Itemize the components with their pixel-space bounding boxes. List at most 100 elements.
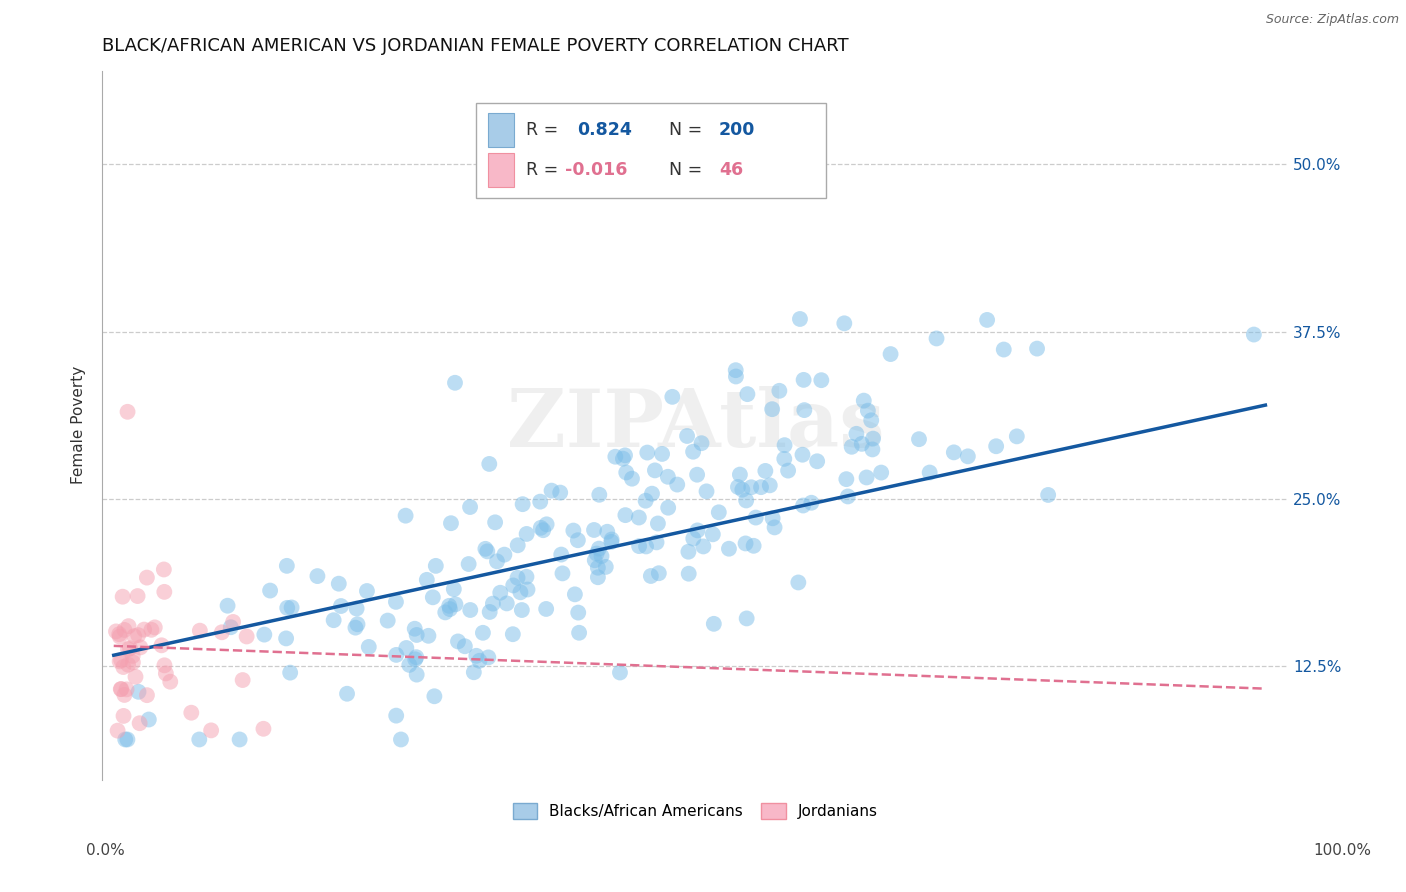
Point — [252, 722, 274, 736]
Point — [121, 648, 143, 663]
Point — [222, 615, 245, 629]
Point — [605, 450, 627, 464]
Point — [648, 566, 671, 581]
Point — [114, 732, 136, 747]
Point — [582, 523, 605, 537]
FancyBboxPatch shape — [475, 103, 825, 198]
Point — [516, 582, 538, 597]
Point — [463, 665, 485, 680]
Point — [956, 450, 979, 464]
Point — [1005, 429, 1028, 443]
Point — [614, 448, 637, 462]
Point — [763, 520, 786, 534]
Point — [440, 516, 463, 531]
Point — [793, 373, 815, 387]
Point — [628, 539, 651, 553]
Point — [636, 445, 658, 459]
Point — [377, 614, 399, 628]
Point — [540, 483, 562, 498]
Point — [153, 562, 176, 576]
Point — [773, 451, 796, 466]
Point — [564, 587, 586, 601]
Point — [211, 625, 233, 640]
Point — [385, 708, 408, 723]
Point — [322, 613, 344, 627]
Point — [422, 591, 444, 605]
Point — [682, 444, 704, 458]
Point — [124, 670, 146, 684]
Point — [336, 687, 359, 701]
Point — [735, 611, 758, 625]
Point — [108, 654, 131, 668]
Point — [984, 439, 1007, 453]
Point — [405, 667, 427, 681]
Point — [515, 570, 537, 584]
Point — [468, 654, 491, 668]
Point — [111, 590, 134, 604]
Point — [356, 584, 378, 599]
Point — [686, 524, 709, 538]
Point — [280, 600, 302, 615]
Point — [583, 553, 606, 567]
Point — [478, 457, 501, 471]
Point — [870, 466, 893, 480]
Point — [707, 505, 730, 519]
Point — [155, 666, 177, 681]
Point — [717, 541, 740, 556]
Point — [908, 432, 931, 446]
Point — [614, 508, 637, 523]
Point — [745, 510, 768, 524]
Point — [851, 437, 873, 451]
Point — [259, 583, 281, 598]
Point — [128, 716, 150, 731]
Legend: Blacks/African Americans, Jordanians: Blacks/African Americans, Jordanians — [506, 797, 884, 825]
Point — [703, 616, 725, 631]
Text: N =: N = — [669, 161, 703, 179]
Point — [636, 540, 658, 554]
Point — [585, 547, 607, 561]
Point — [484, 516, 506, 530]
Point — [855, 470, 877, 484]
Point — [627, 510, 650, 524]
Point — [389, 732, 412, 747]
Point — [837, 490, 859, 504]
Point — [502, 627, 524, 641]
Point — [489, 586, 512, 600]
Point — [117, 619, 139, 633]
Point — [620, 472, 643, 486]
Point — [787, 575, 810, 590]
Point — [502, 578, 524, 592]
Point — [614, 466, 637, 480]
Point — [645, 535, 668, 549]
Point — [434, 606, 457, 620]
Point — [477, 650, 499, 665]
Point — [117, 657, 139, 672]
Point — [439, 602, 461, 616]
Text: 46: 46 — [718, 161, 744, 179]
Point — [477, 544, 499, 558]
Point — [136, 688, 159, 702]
Point — [447, 634, 470, 648]
Point — [112, 688, 135, 702]
Point — [253, 627, 276, 641]
Point — [612, 451, 634, 466]
Point — [810, 373, 832, 387]
Point — [127, 589, 149, 603]
Point — [357, 640, 380, 654]
Point — [862, 432, 884, 446]
Point — [110, 682, 132, 697]
Point — [634, 493, 657, 508]
Point — [495, 596, 517, 610]
Point — [346, 601, 368, 615]
Point — [548, 485, 571, 500]
Point — [530, 521, 553, 535]
Text: BLACK/AFRICAN AMERICAN VS JORDANIAN FEMALE POVERTY CORRELATION CHART: BLACK/AFRICAN AMERICAN VS JORDANIAN FEMA… — [103, 37, 849, 55]
Point — [534, 602, 557, 616]
Point — [454, 639, 477, 653]
Point — [153, 658, 176, 673]
Point — [588, 541, 610, 556]
Point — [778, 464, 800, 478]
Point — [657, 469, 679, 483]
Text: N =: N = — [669, 120, 703, 138]
Point — [852, 393, 875, 408]
